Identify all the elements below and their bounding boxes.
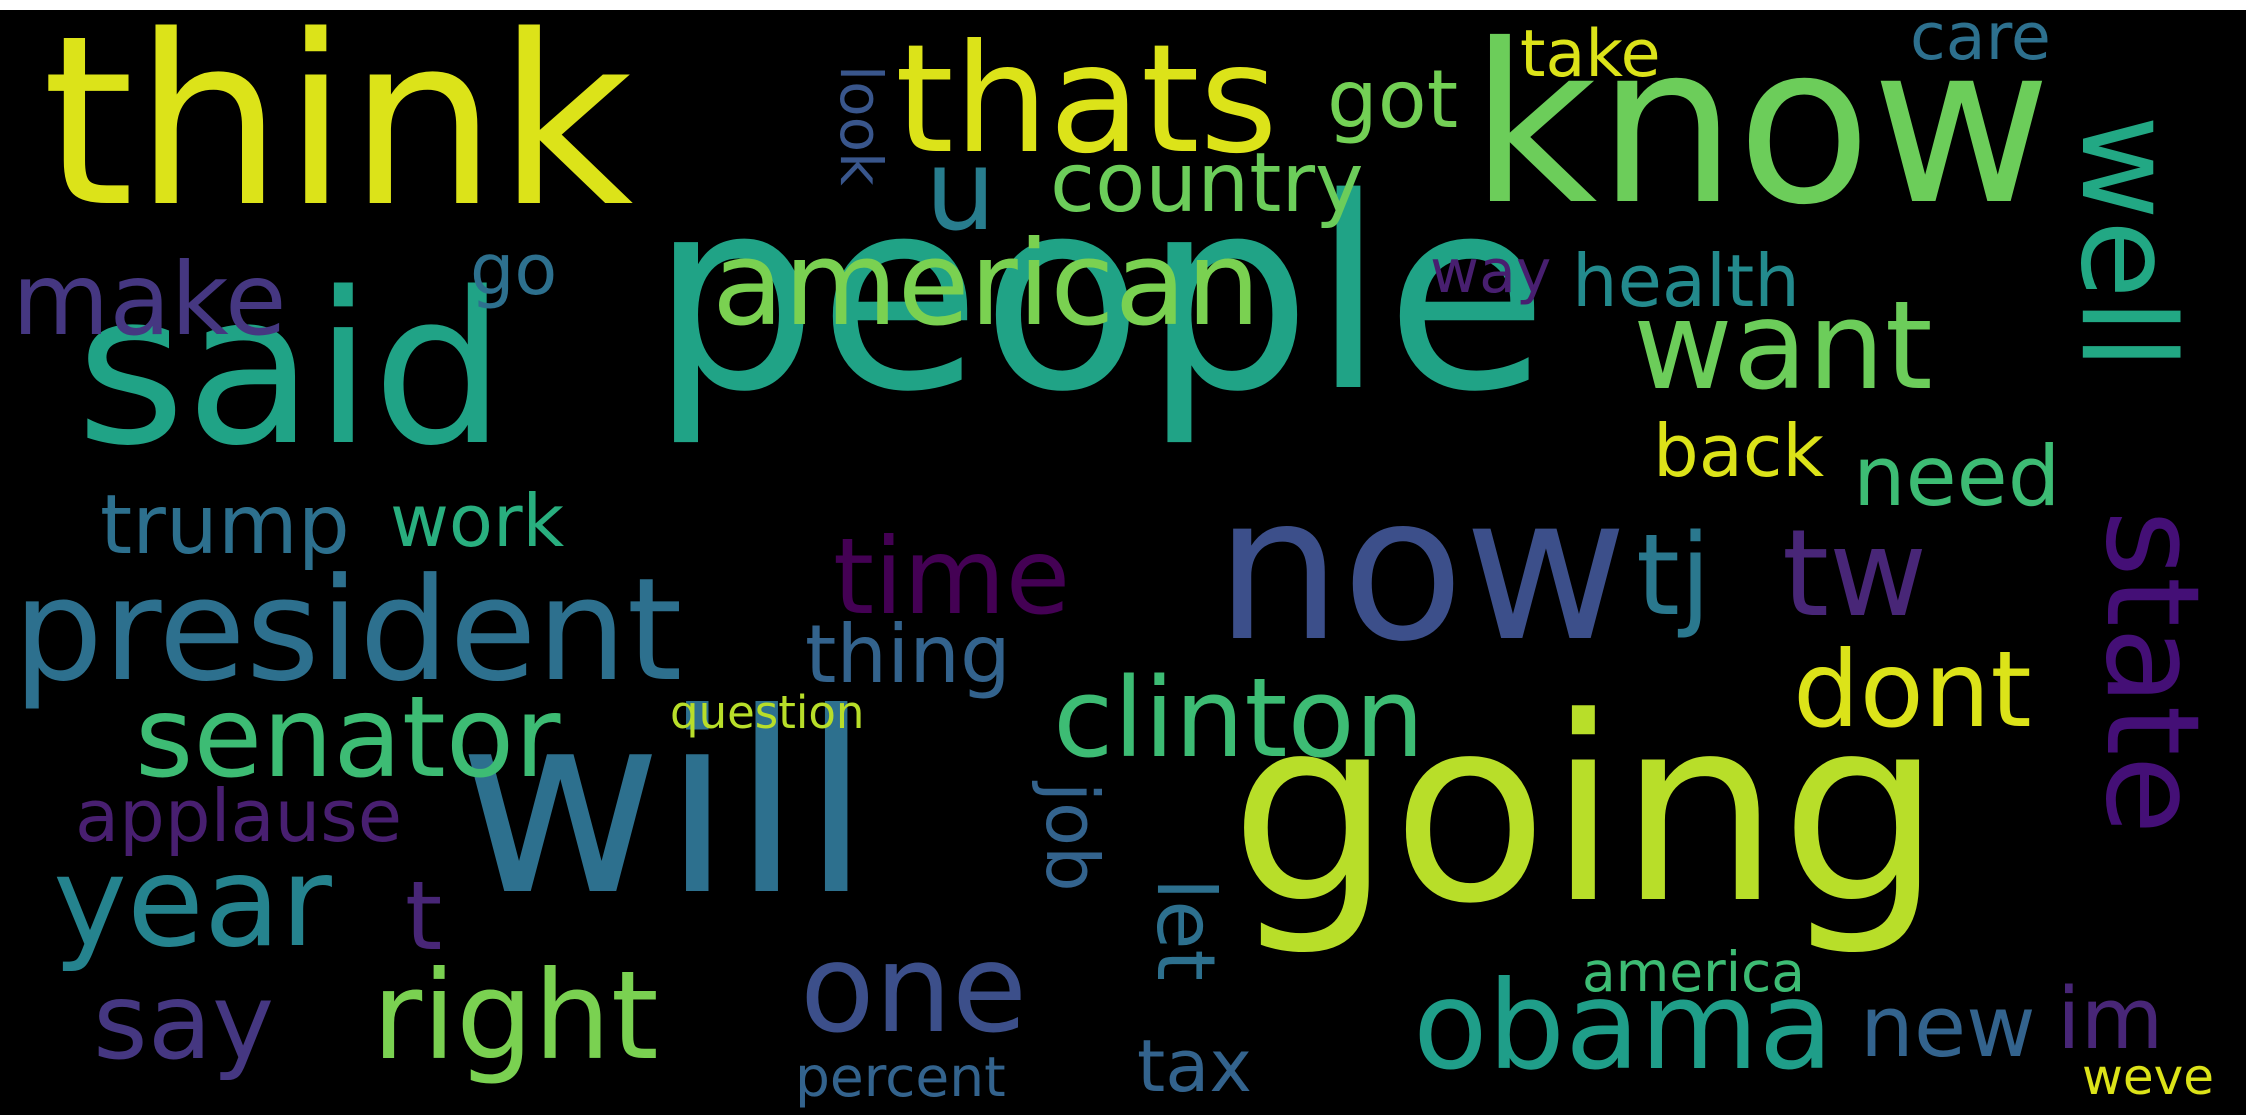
word-go: go [470, 229, 558, 311]
word-tj: tj [1636, 511, 1712, 641]
word-president: president [13, 548, 683, 713]
word-way: way [1430, 237, 1552, 307]
word-health: health [1572, 239, 1800, 323]
word-cloud: people going will think know said now th… [0, 10, 2246, 1115]
word-senator: senator [135, 673, 561, 803]
word-say: say [93, 961, 275, 1083]
word-know: know [1470, 10, 2052, 253]
word-right: right [372, 945, 659, 1087]
word-clinton: clinton [1053, 654, 1425, 782]
word-applause: applause [75, 774, 403, 858]
word-look: look [827, 65, 895, 186]
word-tw: tw [1782, 505, 1928, 644]
word-country: country [1050, 136, 1364, 231]
word-work: work [390, 479, 565, 563]
word-said: said [76, 247, 506, 492]
word-want: want [1633, 275, 1933, 417]
word-take: take [1520, 17, 1661, 92]
word-trump: trump [100, 478, 350, 573]
word-job: job [1030, 782, 1114, 892]
word-tax: tax [1137, 1024, 1252, 1108]
word-need: need [1853, 428, 2061, 525]
word-will: will [458, 659, 871, 950]
word-year: year [53, 830, 332, 975]
word-one: one [800, 918, 1028, 1060]
word-got: got [1327, 53, 1459, 146]
figure-title [0, 0, 2246, 8]
word-im: im [2057, 970, 2164, 1069]
word-u: u [925, 126, 996, 256]
word-new: new [1860, 978, 2036, 1077]
word-t: t [405, 862, 443, 972]
word-now: now [1215, 453, 1628, 686]
word-thats: thats [895, 13, 1278, 187]
word-time: time [833, 516, 1071, 638]
word-thing: thing [805, 608, 1011, 701]
word-question: question [670, 686, 865, 739]
word-people: people [650, 142, 1549, 450]
word-america: america [1582, 940, 1805, 1004]
word-care: care [1910, 10, 2051, 75]
word-percent: percent [795, 1045, 1006, 1109]
word-dont: dont [1793, 629, 2032, 751]
word-well: well [2052, 115, 2201, 370]
word-american: american [712, 215, 1261, 352]
word-back: back [1653, 409, 1825, 493]
word-make: make [12, 241, 287, 358]
word-going: going [1230, 663, 1943, 960]
word-state: state [2077, 510, 2226, 835]
word-let: let [1139, 878, 1232, 981]
word-obama: obama [1413, 955, 1834, 1097]
word-weve: weve [2082, 1048, 2215, 1106]
word-think: think [42, 10, 634, 259]
